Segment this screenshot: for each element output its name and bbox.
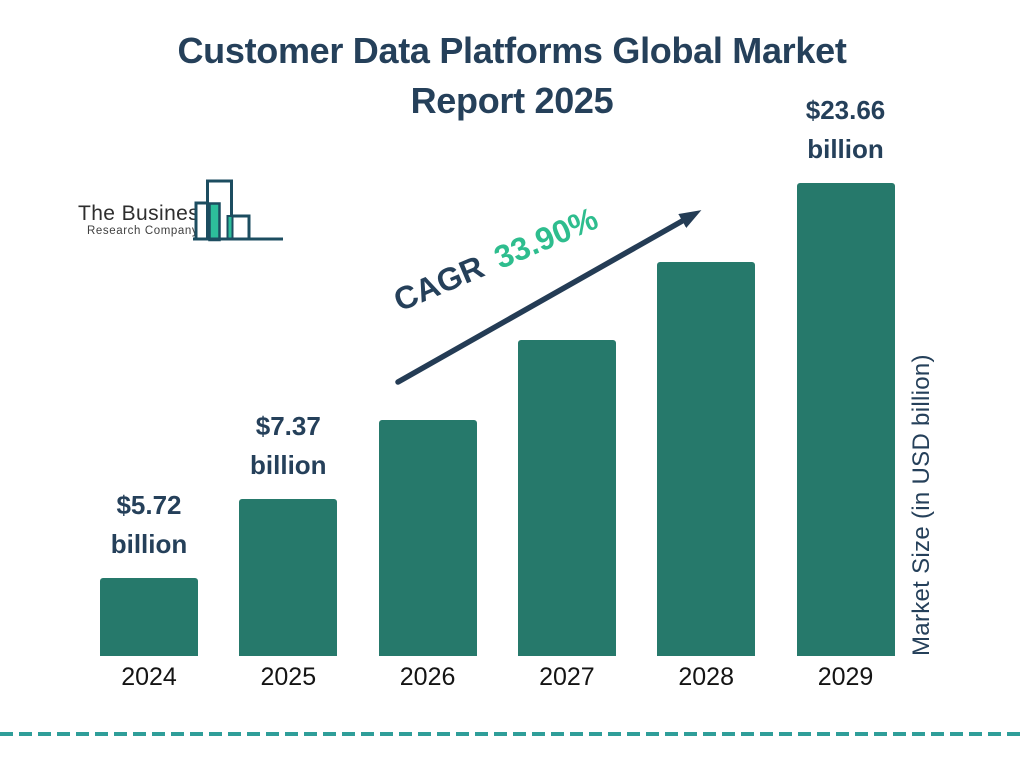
bottom-divider: [0, 732, 1024, 736]
x-tick-2028: 2028: [678, 663, 734, 691]
bar-value-label-2024: $5.72 billion: [110, 490, 188, 559]
bar-2027: [517, 340, 616, 656]
bar-2028: [657, 262, 756, 656]
x-tick-2029: 2029: [817, 663, 874, 691]
bar-2024: [100, 578, 198, 656]
bar-2026: [378, 420, 477, 656]
logo-subname: Research Company: [87, 225, 199, 237]
bar-2025: [239, 499, 338, 656]
logo-bars-icon: [193, 179, 283, 242]
bar-value-label-2029: $23.66 billion: [805, 95, 886, 164]
title-line-1: Customer Data Platforms Global Market: [177, 30, 847, 71]
company-logo: The Business Research Company: [78, 202, 211, 237]
x-tick-2024: 2024: [121, 663, 177, 691]
y-axis-label: Market Size (in USD billion): [908, 354, 935, 656]
bar-value-label-2025: $7.37 billion: [250, 411, 327, 480]
title-line-2: Report 2025: [410, 80, 614, 121]
x-tick-2027: 2027: [539, 663, 595, 691]
bar-2029: [796, 183, 895, 656]
page-title: Customer Data Platforms Global Market Re…: [0, 26, 1024, 126]
logo-name: The Business: [78, 202, 211, 225]
x-tick-2025: 2025: [260, 663, 317, 691]
x-tick-2026: 2026: [399, 663, 456, 691]
